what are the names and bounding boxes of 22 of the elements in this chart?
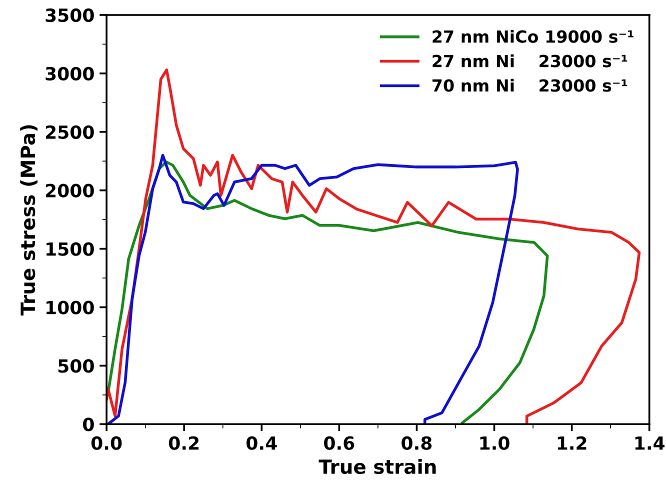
- y-tick-label: 0: [83, 418, 94, 432]
- x-tick-label: 0.2: [168, 436, 199, 450]
- x-tick-label: 1.2: [558, 436, 586, 450]
- y-tick-label: 1500: [46, 242, 94, 256]
- y-tick-label: 500: [58, 359, 94, 373]
- x-tick-label: 0.6: [324, 436, 354, 450]
- y-axis-title: True stress (MPa): [20, 125, 38, 316]
- y-tick-label: 3000: [46, 66, 94, 81]
- legend-label: 27 nm Ni 23000 s⁻¹: [432, 54, 628, 68]
- x-tick-label: 0.4: [246, 436, 277, 450]
- y-tick-label: 2500: [46, 125, 94, 139]
- x-axis-title: True strain: [318, 458, 436, 474]
- x-tick-label: 0.8: [402, 436, 432, 450]
- x-tick-label: 0.0: [91, 436, 122, 450]
- x-tick-label: 1.4: [635, 436, 665, 450]
- y-tick-label: 3500: [46, 8, 94, 22]
- line-series: [106, 68, 641, 424]
- y-tick-label: 1000: [46, 300, 94, 314]
- y-tick-label: 2000: [46, 184, 94, 198]
- legend-label: 27 nm NiCo 19000 s⁻¹: [432, 30, 634, 43]
- x-tick-label: 1.0: [480, 436, 510, 450]
- legend-label: 70 nm Ni 23000 s⁻¹: [432, 78, 628, 92]
